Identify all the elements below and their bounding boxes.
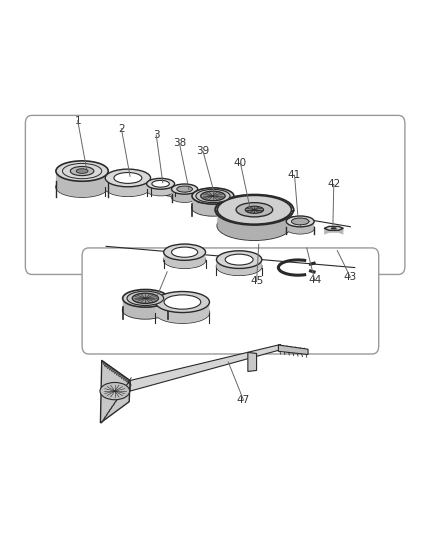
Polygon shape (278, 345, 307, 354)
Ellipse shape (100, 383, 129, 400)
Ellipse shape (56, 177, 108, 197)
Ellipse shape (171, 247, 197, 257)
Ellipse shape (155, 302, 209, 323)
Ellipse shape (105, 169, 150, 187)
Ellipse shape (171, 184, 197, 194)
Ellipse shape (163, 244, 205, 260)
Ellipse shape (122, 301, 168, 319)
Ellipse shape (200, 191, 225, 201)
Ellipse shape (177, 186, 192, 192)
Ellipse shape (286, 216, 314, 227)
Ellipse shape (171, 192, 197, 202)
Polygon shape (323, 227, 343, 230)
Ellipse shape (236, 203, 272, 217)
Text: 1: 1 (74, 116, 81, 126)
Polygon shape (122, 298, 168, 319)
Ellipse shape (291, 218, 308, 225)
Polygon shape (323, 228, 343, 235)
Ellipse shape (70, 166, 94, 176)
Text: 41: 41 (287, 171, 300, 180)
Polygon shape (247, 352, 256, 372)
Ellipse shape (152, 180, 169, 187)
Ellipse shape (225, 254, 253, 265)
Ellipse shape (155, 292, 209, 312)
FancyBboxPatch shape (25, 115, 404, 274)
Ellipse shape (76, 169, 88, 173)
Ellipse shape (146, 179, 174, 189)
Ellipse shape (163, 252, 205, 268)
Text: 43: 43 (343, 272, 356, 282)
FancyBboxPatch shape (82, 248, 378, 354)
Polygon shape (155, 302, 209, 323)
Polygon shape (56, 171, 108, 197)
Ellipse shape (114, 173, 141, 183)
Polygon shape (100, 360, 130, 423)
Ellipse shape (146, 185, 174, 196)
Ellipse shape (216, 251, 261, 269)
Text: 39: 39 (196, 146, 209, 156)
Ellipse shape (164, 295, 200, 309)
Polygon shape (105, 178, 150, 196)
Ellipse shape (105, 179, 150, 196)
Text: 45: 45 (249, 276, 263, 286)
Polygon shape (130, 344, 280, 391)
Text: 44: 44 (307, 274, 321, 285)
Text: 47: 47 (237, 395, 250, 405)
Ellipse shape (286, 223, 314, 234)
Polygon shape (217, 210, 291, 240)
Ellipse shape (331, 228, 336, 229)
Ellipse shape (195, 189, 230, 203)
Ellipse shape (191, 199, 233, 216)
Text: 40: 40 (233, 158, 247, 168)
Text: 3: 3 (152, 130, 159, 140)
Ellipse shape (216, 257, 261, 276)
Ellipse shape (132, 293, 158, 303)
Text: 46: 46 (149, 293, 162, 303)
Text: 42: 42 (326, 179, 339, 189)
Ellipse shape (56, 161, 108, 181)
Ellipse shape (217, 211, 291, 240)
Polygon shape (171, 189, 197, 202)
Polygon shape (286, 221, 314, 234)
Polygon shape (191, 196, 233, 216)
Ellipse shape (127, 291, 163, 305)
Ellipse shape (122, 289, 168, 307)
Ellipse shape (245, 206, 263, 213)
Polygon shape (163, 252, 205, 268)
Polygon shape (216, 260, 261, 276)
Ellipse shape (217, 195, 291, 224)
Ellipse shape (191, 188, 233, 204)
Polygon shape (146, 184, 174, 196)
Text: 38: 38 (172, 138, 186, 148)
Text: 2: 2 (118, 124, 124, 134)
